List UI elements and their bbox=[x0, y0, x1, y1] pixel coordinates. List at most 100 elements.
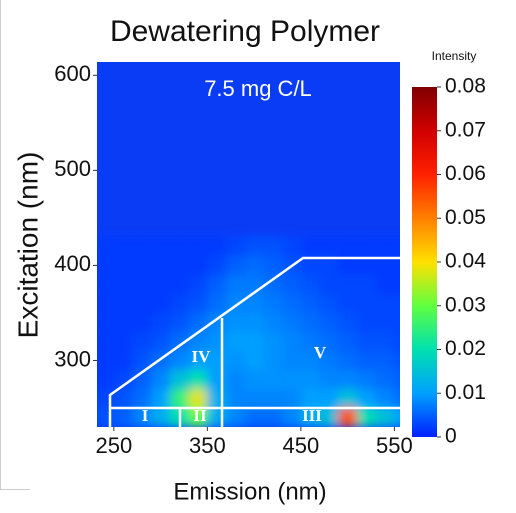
heatmap bbox=[97, 236, 400, 427]
heat-cell bbox=[169, 293, 189, 313]
heat-cell bbox=[97, 350, 114, 370]
region-label: III bbox=[302, 406, 322, 425]
heat-cell bbox=[263, 388, 283, 408]
heat-cell bbox=[282, 369, 301, 389]
region-lines bbox=[108, 256, 400, 427]
heat-cell bbox=[132, 407, 152, 427]
heat-cell bbox=[188, 369, 208, 389]
heat-cell bbox=[394, 331, 400, 351]
heat-cell bbox=[282, 388, 301, 408]
heat-cell bbox=[188, 388, 208, 408]
heat-cell bbox=[356, 388, 376, 408]
heat-cell bbox=[97, 293, 114, 313]
heat-cell bbox=[113, 274, 133, 294]
heat-cell bbox=[97, 274, 114, 294]
heat-cell bbox=[356, 350, 376, 370]
heat-cell bbox=[319, 255, 339, 275]
colorbar-tick-label: 0.04 bbox=[445, 250, 486, 273]
heat-cell bbox=[226, 274, 245, 294]
heat-cell bbox=[319, 331, 339, 351]
x-tick-label: 250 bbox=[95, 433, 132, 458]
colorbar-tick-label: 0.06 bbox=[445, 162, 486, 185]
heat-cell bbox=[375, 293, 395, 313]
heat-cell bbox=[263, 331, 283, 351]
heat-cell bbox=[300, 274, 320, 294]
colorbar-tick-label: 0.02 bbox=[445, 337, 486, 360]
heat-cell bbox=[338, 407, 357, 427]
region-label: V bbox=[314, 343, 327, 362]
heat-cell bbox=[375, 369, 395, 389]
heat-cell bbox=[132, 293, 152, 313]
heat-cell bbox=[151, 312, 170, 332]
heat-cell bbox=[282, 331, 301, 351]
heat-cell bbox=[207, 293, 227, 313]
heat-cell bbox=[113, 236, 133, 256]
heat-cell bbox=[319, 350, 339, 370]
heat-cell bbox=[394, 236, 400, 256]
heat-cell bbox=[394, 255, 400, 275]
heat-cell bbox=[207, 236, 227, 256]
heat-cell bbox=[132, 255, 152, 275]
heat-cell bbox=[394, 388, 400, 408]
heat-cell bbox=[394, 293, 400, 313]
heat-cell bbox=[300, 255, 320, 275]
heat-cell bbox=[263, 350, 283, 370]
heat-cell bbox=[97, 331, 114, 351]
heat-cell bbox=[319, 369, 339, 389]
heat-cell bbox=[394, 312, 400, 332]
heat-cell bbox=[356, 407, 376, 427]
heat-cell bbox=[188, 274, 208, 294]
heat-cell bbox=[226, 350, 245, 370]
heat-cell bbox=[226, 388, 245, 408]
heat-cell bbox=[263, 255, 283, 275]
heat-cell bbox=[300, 388, 320, 408]
y-tick-label: 600 bbox=[54, 61, 91, 86]
heat-cell bbox=[282, 312, 301, 332]
heat-cell bbox=[226, 312, 245, 332]
heat-cell bbox=[263, 274, 283, 294]
heat-cell bbox=[113, 255, 133, 275]
heat-cell bbox=[356, 331, 376, 351]
heat-cell bbox=[113, 350, 133, 370]
region-label: II bbox=[193, 406, 207, 425]
heat-cell bbox=[319, 236, 339, 256]
heat-cell bbox=[244, 407, 264, 427]
annotation: 7.5 mg C/L bbox=[204, 76, 312, 101]
heat-cell bbox=[375, 407, 395, 427]
heat-cell bbox=[375, 388, 395, 408]
heat-cell bbox=[244, 293, 264, 313]
heat-cell bbox=[338, 369, 357, 389]
heat-cell bbox=[282, 407, 301, 427]
heat-cell bbox=[132, 312, 152, 332]
heat-cell bbox=[244, 388, 264, 408]
heat-cell bbox=[319, 388, 339, 408]
heat-cell bbox=[188, 407, 208, 427]
heat-cell bbox=[356, 274, 376, 294]
heat-cell bbox=[113, 407, 133, 427]
heat-cell bbox=[151, 369, 170, 389]
colorbar-tick-label: 0.01 bbox=[445, 381, 486, 404]
heat-cell bbox=[169, 236, 189, 256]
heat-cell bbox=[263, 369, 283, 389]
heat-cell bbox=[394, 350, 400, 370]
heat-cell bbox=[151, 293, 170, 313]
colorbar-tick-label: 0.03 bbox=[445, 293, 486, 316]
y-tick-label: 300 bbox=[54, 346, 91, 371]
heat-cell bbox=[113, 293, 133, 313]
heat-cell bbox=[356, 293, 376, 313]
heat-cell bbox=[375, 350, 395, 370]
region-label: I bbox=[142, 406, 149, 425]
heat-cell bbox=[319, 407, 339, 427]
heat-cell bbox=[97, 255, 114, 275]
heat-cell bbox=[244, 312, 264, 332]
heat-cell bbox=[132, 388, 152, 408]
heat-cell bbox=[263, 293, 283, 313]
heat-cell bbox=[113, 312, 133, 332]
heat-cell bbox=[169, 312, 189, 332]
colorbar-label: Intensity bbox=[432, 49, 477, 63]
heat-cell bbox=[226, 255, 245, 275]
heat-cell bbox=[151, 274, 170, 294]
heat-cell bbox=[375, 331, 395, 351]
heat-cell bbox=[394, 407, 400, 427]
heat-cell bbox=[338, 312, 357, 332]
